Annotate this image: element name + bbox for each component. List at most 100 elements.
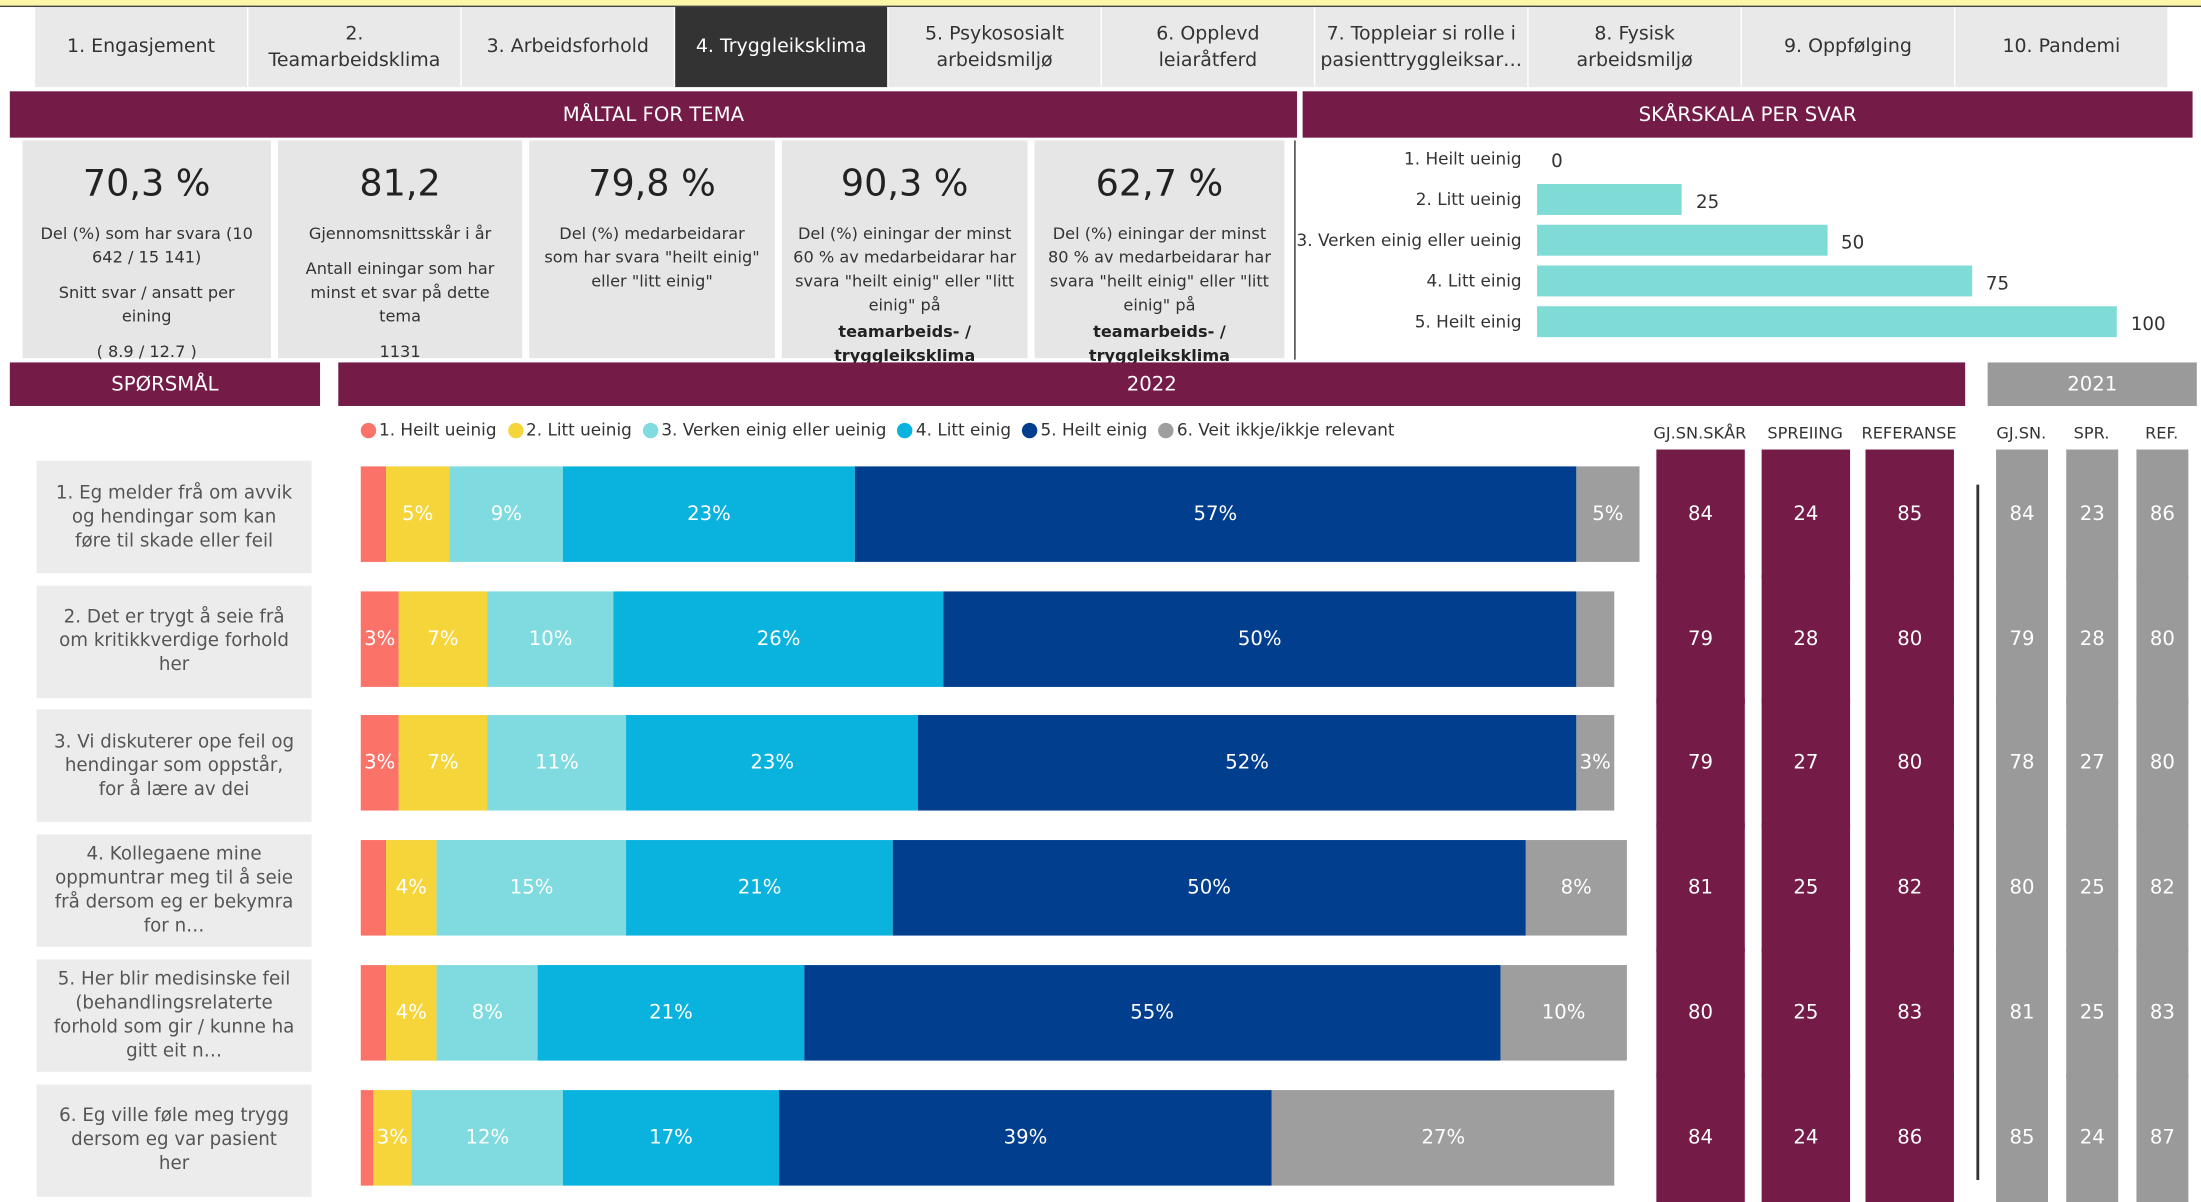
data-label: 8% <box>471 1001 503 1024</box>
scale-value: 25 <box>1696 192 1720 214</box>
bar-segment: 50% <box>943 590 1577 687</box>
kpi-text: teamarbeids- / tryggleiksklima <box>834 321 976 366</box>
kpi-value: 62,7 % <box>1095 162 1224 206</box>
bar-segment: 55% <box>803 964 1501 1061</box>
data-label: 10% <box>528 627 573 650</box>
tab[interactable]: 10. Pandemi <box>1955 7 2168 88</box>
scale-value: 0 <box>1551 151 1563 173</box>
legend-label: 4. Litt einig <box>915 420 1012 440</box>
bar-segment: 57% <box>854 466 1577 562</box>
stat-box: 80 <box>1865 698 1954 828</box>
scale-label: 4. Litt einig <box>1426 271 1522 291</box>
column-header: SPR. <box>2073 422 2110 443</box>
stat-box: 85 <box>1996 1072 2048 1202</box>
data-label: 3% <box>364 752 396 775</box>
stat-box: 80 <box>2136 574 2189 704</box>
stat-box: 79 <box>1656 698 1745 828</box>
question: 6. Eg ville føle meg trygg dersom eg var… <box>36 1083 312 1197</box>
bar-segment: 4% <box>386 964 437 1061</box>
bar-segment: 11% <box>487 715 627 812</box>
data-label: 12% <box>465 1125 510 1149</box>
legend-swatch <box>897 422 914 438</box>
tab[interactable]: 3. Arbeidsforhold <box>461 7 674 88</box>
stat-box: 25 <box>1761 823 1851 953</box>
bar-segment: 3% <box>360 590 399 687</box>
legend-label: 1. Heilt ueinig <box>378 420 497 440</box>
column-header: GJ.SN.SKÅR <box>1653 422 1747 443</box>
data-label: 21% <box>649 1001 693 1024</box>
data-label: 50% <box>1237 627 1282 650</box>
stat-box: 86 <box>1865 1072 1954 1202</box>
stat-box: 79 <box>1656 574 1745 704</box>
scale-label: 2. Litt ueinig <box>1415 189 1522 210</box>
stat-box: 83 <box>1865 947 1954 1078</box>
legend-swatch <box>360 422 377 438</box>
bar-segment: 17% <box>563 1089 779 1185</box>
bar-segment: 10% <box>487 590 614 687</box>
stat-box: 81 <box>1996 947 2048 1078</box>
data-label: 7% <box>427 627 459 650</box>
bar-segment <box>360 840 387 936</box>
bar-segment: 12% <box>411 1089 564 1185</box>
legend-label: 2. Litt ueinig <box>526 420 632 440</box>
kpi-text: Del (%) einingar der minst 80 % av medar… <box>1047 223 1271 315</box>
column-header: REF. <box>2145 422 2179 443</box>
bar-segment: 8% <box>1525 840 1627 936</box>
column-header: GJ.SN. <box>1996 422 2047 443</box>
bar-segment <box>360 1089 374 1185</box>
kpi-value: 81,2 <box>359 162 441 206</box>
kpi-text: Del (%) som har svara (10 642 / 15 141) <box>40 223 253 267</box>
stat-box: 83 <box>2136 947 2189 1078</box>
stat-box: 78 <box>1996 698 2048 828</box>
section-header: SPØRSMÅL <box>9 362 321 406</box>
scale-value: 100 <box>2130 314 2166 336</box>
data-label: 17% <box>649 1125 693 1149</box>
section-header: SKÅRSKALA PER SVAR <box>1302 91 2193 138</box>
bar-segment: 5% <box>1576 466 1640 562</box>
tab[interactable]: 7. Toppleiar si rolle i pasienttryggleik… <box>1315 7 1528 88</box>
tab[interactable]: 2. Teamarbeidsklima <box>248 7 461 88</box>
legend-item: 3. Verken einig eller ueinig <box>643 420 886 440</box>
stat-box: 84 <box>1996 449 2048 579</box>
bar-segment: 21% <box>626 840 893 936</box>
tab[interactable]: 9. Oppfølging <box>1741 7 1954 88</box>
bar-segment: 10% <box>1500 964 1627 1061</box>
tab[interactable]: 6. Opplevd leiaråtferd <box>1101 7 1314 88</box>
question: 5. Her blir medisinske feil (behandlings… <box>36 959 312 1072</box>
kpi-card: 90,3 % Del (%) einingar der minst 60 % av… <box>781 140 1028 392</box>
stat-box: 81 <box>1656 823 1745 953</box>
stat-box: 82 <box>2136 823 2189 953</box>
kpi-text: Del (%) medarbeidarar som har svara "hei… <box>544 223 760 291</box>
data-label: 5% <box>402 502 434 526</box>
bar-segment: 7% <box>398 715 488 812</box>
bar-segment: 39% <box>778 1089 1273 1185</box>
scale-value: 75 <box>1985 273 2010 295</box>
divider <box>1294 140 1296 360</box>
stat-box: 27 <box>1761 698 1851 828</box>
stat-box: 79 <box>1996 574 2048 704</box>
legend-swatch <box>1022 422 1038 438</box>
bar-segment: 9% <box>449 466 564 562</box>
bar-segment <box>360 964 387 1061</box>
data-label: 3% <box>364 627 396 650</box>
top-strip <box>0 0 2201 8</box>
scale-bar <box>1537 224 1827 256</box>
legend-item: 2. Litt ueinig <box>507 420 632 440</box>
data-label: 26% <box>756 627 801 650</box>
tab[interactable]: 4. Tryggleiksklima <box>675 7 888 88</box>
data-label: 4% <box>395 876 427 900</box>
bar-segment: 23% <box>563 466 855 562</box>
kpi-card: 70,3 % Del (%) som har svara (10 642 / 15… <box>22 140 271 361</box>
tab[interactable]: 5. Psykososialt arbeidsmiljø <box>888 7 1101 88</box>
tab[interactable]: 1. Engasjement <box>35 7 248 88</box>
stat-box: 84 <box>1656 1072 1745 1202</box>
stat-box: 28 <box>2066 574 2119 704</box>
question: 2. Det er trygt å seie frå om kritikkver… <box>36 585 312 698</box>
kpi-card: 81,2 Gjennomsnittsskår i år Antall eininga… <box>277 140 523 361</box>
bar-segment: 3% <box>1576 715 1615 812</box>
tab[interactable]: 8. Fysisk arbeidsmiljø <box>1528 7 1741 88</box>
legend-swatch <box>507 422 524 438</box>
column-header: REFERANSE <box>1861 422 1957 443</box>
bar-segment: 52% <box>917 715 1577 812</box>
data-label: 27% <box>1421 1125 1466 1149</box>
